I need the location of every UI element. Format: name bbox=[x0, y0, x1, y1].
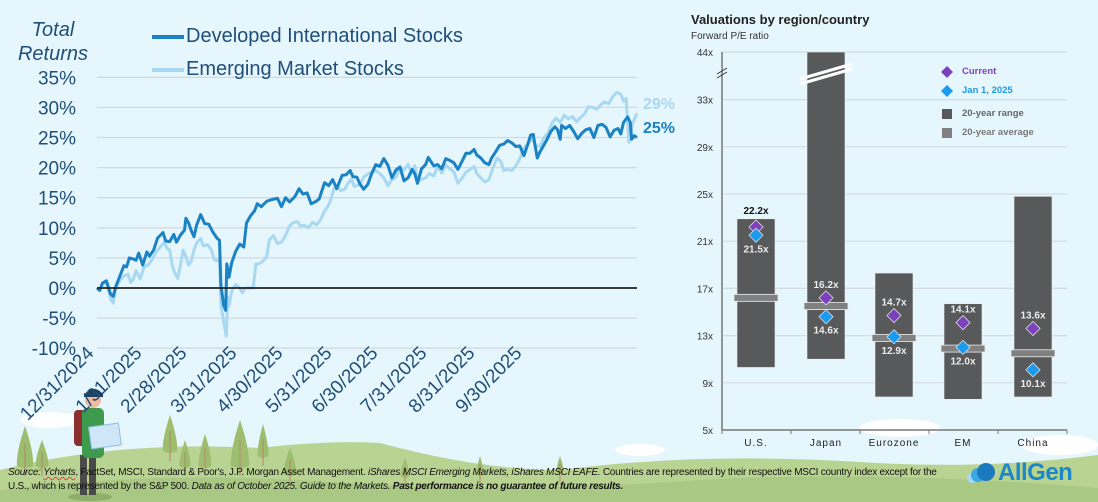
end-label-emerging: 29% bbox=[643, 96, 675, 113]
valuations-subtitle: Forward P/E ratio bbox=[691, 31, 769, 42]
series-line-emerging bbox=[96, 90, 639, 338]
category-label: China bbox=[1017, 438, 1048, 449]
bar-break-stripe bbox=[799, 62, 853, 81]
cloud-left bbox=[20, 412, 80, 428]
y-tick-label: 15% bbox=[38, 189, 76, 210]
range-bar-us bbox=[736, 218, 776, 368]
axis-break-mark bbox=[716, 71, 728, 79]
diamond-icon-jan bbox=[940, 84, 954, 97]
legend-item-developed: Developed International Stocks bbox=[152, 20, 463, 53]
legend-label-emerging: Emerging Market Stocks bbox=[186, 58, 404, 80]
legend-label-current: Current bbox=[962, 66, 997, 77]
square-icon-average bbox=[942, 127, 952, 138]
y-tick-label: 30% bbox=[38, 98, 76, 119]
legend-item-current: Current bbox=[940, 62, 1034, 81]
source-footnote: Source: Ycharts, FactSet, MSCI, Standard… bbox=[8, 466, 958, 494]
average-marker bbox=[733, 293, 779, 302]
category-label: EM bbox=[955, 438, 972, 449]
y-tick-label: 0% bbox=[49, 279, 77, 300]
y-tick-label: 25x bbox=[697, 190, 713, 201]
current-marker bbox=[955, 314, 971, 331]
allgen-logo: AllGen bbox=[966, 459, 1073, 487]
legend-item-jan: Jan 1, 2025 bbox=[940, 81, 1034, 100]
jan-label: 12.9x bbox=[881, 346, 906, 357]
source-text: , FactSet, MSCI, Standard & Poor's, J.P.… bbox=[75, 467, 366, 478]
y-tick-label: 9x bbox=[702, 379, 713, 390]
data-as-of: Data as of October 2025. Guide to the Ma… bbox=[191, 481, 391, 492]
disclaimer: Past performance is no guarantee of futu… bbox=[392, 481, 623, 492]
valuations-title: Valuations by region/country bbox=[691, 12, 870, 27]
jan-marker bbox=[955, 339, 971, 356]
legend-label-jan: Jan 1, 2025 bbox=[962, 85, 1013, 96]
y-tick-label: 20% bbox=[38, 159, 76, 180]
y-tick-label: 17x bbox=[697, 284, 713, 295]
y-tick-label: 13x bbox=[697, 332, 713, 343]
y-tick-label: 21x bbox=[697, 237, 713, 248]
square-icon-range bbox=[942, 108, 952, 119]
jan-label: 10.1x bbox=[1020, 379, 1045, 390]
average-marker bbox=[1010, 349, 1056, 358]
current-label: 22.2x bbox=[743, 206, 768, 217]
series-line-developed bbox=[96, 115, 638, 312]
current-label: 14.7x bbox=[881, 298, 906, 309]
legend-swatch-developed bbox=[152, 34, 184, 39]
jan-label: 14.6x bbox=[813, 326, 838, 337]
valuations-legend: Current Jan 1, 2025 20-year range 20-yea… bbox=[940, 62, 1034, 142]
diamond-icon-current bbox=[940, 65, 954, 78]
legend-item-emerging: Emerging Market Stocks bbox=[152, 53, 463, 86]
y-tick-label: 35% bbox=[38, 68, 76, 89]
bar-break-stripe bbox=[799, 67, 853, 86]
line-chart-legend: Developed International Stocks Emerging … bbox=[152, 20, 463, 86]
legend-swatch-emerging bbox=[152, 67, 184, 72]
y-tick-label: 5% bbox=[49, 249, 77, 270]
jan-label: 12.0x bbox=[950, 356, 975, 367]
source-label: Source: bbox=[8, 467, 41, 478]
current-label: 13.6x bbox=[1020, 311, 1045, 322]
current-marker bbox=[1025, 320, 1041, 337]
end-label-developed: 25% bbox=[643, 120, 675, 137]
current-label: 14.1x bbox=[950, 305, 975, 316]
y-tick-label: 33x bbox=[697, 96, 713, 107]
current-marker bbox=[818, 290, 834, 306]
logo-text: AllGen bbox=[998, 459, 1073, 486]
source-ycharts: Ycharts bbox=[43, 467, 76, 478]
y-tick-label: -5% bbox=[42, 309, 76, 330]
jan-marker bbox=[886, 329, 902, 345]
cloud-logo-icon bbox=[967, 463, 995, 483]
current-marker bbox=[748, 219, 764, 235]
y-tick-label: 44x bbox=[697, 48, 713, 59]
legend-item-range: 20-year range bbox=[942, 104, 1034, 123]
y-tick-label: 29x bbox=[697, 143, 713, 154]
current-label: 16.2x bbox=[813, 280, 838, 291]
source-text-2: Countries are represented by their respe… bbox=[8, 467, 937, 492]
jan-label: 21.5x bbox=[743, 244, 768, 255]
hill-front bbox=[0, 476, 1098, 502]
y-tick-label: 10% bbox=[38, 219, 76, 240]
y-tick-label: -10% bbox=[32, 339, 76, 360]
category-label: Japan bbox=[810, 438, 842, 449]
hiker-illustration bbox=[68, 388, 122, 501]
jan-marker bbox=[1025, 362, 1041, 378]
category-label: U.S. bbox=[744, 438, 767, 449]
legend-label-average: 20-year average bbox=[962, 127, 1034, 138]
source-funds: iShares MSCI Emerging Markets, iShares M… bbox=[368, 467, 601, 478]
legend-item-average: 20-year average bbox=[942, 123, 1034, 142]
y-tick-label: 25% bbox=[38, 129, 76, 150]
y-tick-label: 5x bbox=[702, 426, 713, 437]
jan-marker bbox=[748, 227, 764, 243]
legend-label-range: 20-year range bbox=[962, 108, 1024, 119]
category-label: Eurozone bbox=[869, 438, 920, 449]
y-axis-title: Total Returns bbox=[17, 19, 89, 65]
trees bbox=[16, 415, 564, 486]
jan-marker bbox=[818, 309, 834, 325]
cloud-right bbox=[615, 419, 1098, 456]
axis-break-mark bbox=[716, 67, 728, 75]
current-marker bbox=[886, 307, 902, 324]
legend-label-developed: Developed International Stocks bbox=[186, 25, 463, 47]
